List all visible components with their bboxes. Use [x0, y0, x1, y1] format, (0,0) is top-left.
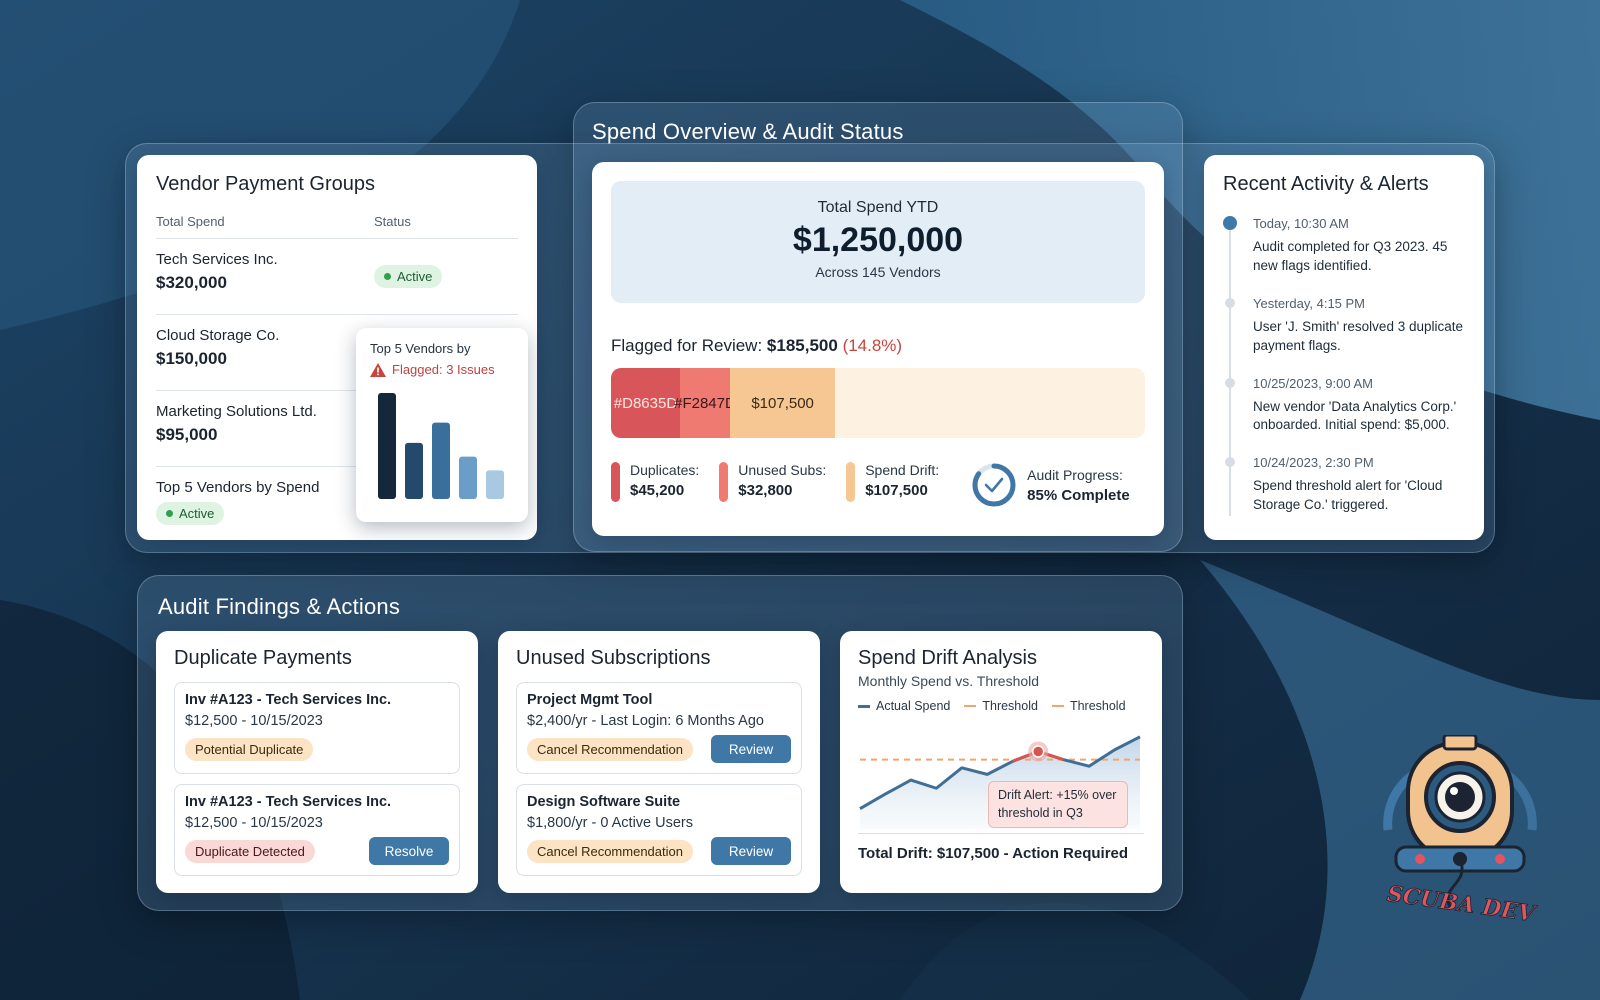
duplicates-title: Duplicate Payments: [174, 647, 352, 669]
vendor-name: Top 5 Vendors by Spend: [156, 479, 320, 496]
activity-item[interactable]: 10/25/2023, 9:00 AM New vendor 'Data Ana…: [1223, 376, 1465, 436]
duplicate-item[interactable]: Inv #A123 - Tech Services Inc. $12,500 -…: [174, 784, 460, 876]
spend-overview-title: Spend Overview & Audit Status: [592, 119, 904, 144]
vendor-row-cloud-storage[interactable]: Cloud Storage Co. $150,000: [156, 315, 518, 391]
timeline-line: [1229, 226, 1231, 516]
vendor-amount: $150,000: [156, 349, 227, 368]
findings-title: Audit Findings & Actions: [158, 594, 401, 619]
vendor-name: Cloud Storage Co.: [156, 327, 280, 344]
flagged-line: Flagged for Review: $185,500 (14.8%): [611, 336, 903, 355]
drift-total: Total Drift: $107,500 - Action Required: [858, 833, 1144, 862]
column-status: Status: [374, 214, 411, 229]
unused-title: Unused Subscriptions: [516, 647, 711, 669]
subscription-item[interactable]: Project Mgmt Tool $2,400/yr - Last Login…: [516, 682, 802, 774]
flagged-legend: Duplicates: $45,200 Unused Subs: $32,800 S…: [611, 462, 1145, 508]
duplicate-item[interactable]: Inv #A123 - Tech Services Inc. $12,500 -…: [174, 682, 460, 774]
review-button[interactable]: Review: [711, 735, 791, 763]
duplicate-detected-tag: Duplicate Detected: [185, 840, 315, 863]
legend-swatch: [611, 462, 620, 502]
vendor-amount: $95,000: [156, 425, 218, 444]
vendor-card-title: Vendor Payment Groups: [156, 173, 376, 195]
timeline-dot-icon: [1225, 297, 1235, 308]
potential-duplicate-tag: Potential Duplicate: [185, 738, 314, 761]
recent-activity-card: Recent Activity & Alerts Today, 10:30 AM…: [1204, 155, 1484, 540]
segment-duplicates[interactable]: #D8635D: [611, 368, 680, 438]
legend-actual: Actual Spend: [858, 699, 950, 713]
progress-ring-icon: [972, 463, 1016, 507]
status-dot-icon: [384, 273, 391, 280]
status-badge: Active: [156, 502, 225, 525]
logo-text: SCUBA DEV: [1385, 881, 1538, 925]
legend-threshold-dashed: Threshold: [1051, 699, 1126, 713]
vendor-name: Marketing Solutions Ltd.: [156, 403, 317, 420]
legend-unused: Unused Subs: $32,800: [719, 462, 826, 502]
mini-bar-3: [432, 422, 450, 499]
vendor-row-marketing-solutions[interactable]: Marketing Solutions Ltd. $95,000: [156, 391, 518, 467]
spend-drift-card: Spend Drift Analysis Monthly Spend vs. T…: [840, 631, 1162, 893]
status-badge: Active: [374, 265, 443, 288]
popup-flag: Flagged: 3 Issues: [370, 362, 514, 377]
top-vendors-popup[interactable]: Top 5 Vendors by Flagged: 3 Issues: [356, 328, 528, 522]
status-dot-icon: [166, 510, 173, 517]
vendor-table-header: Total Spend Status: [156, 214, 518, 239]
drift-legend: Actual Spend Threshold Threshold: [858, 699, 1144, 713]
timeline-dot-icon: [1225, 457, 1235, 468]
mini-bar-chart: [378, 393, 504, 499]
cancel-recommendation-tag: Cancel Recommendation: [527, 840, 693, 863]
drift-alert-tooltip: Drift Alert: +15% over threshold in Q3: [988, 781, 1128, 828]
vendor-row-top5[interactable]: Top 5 Vendors by Spend Active: [156, 467, 518, 543]
warning-icon: [370, 362, 386, 377]
legend-swatch: [719, 462, 729, 502]
vendor-name: Tech Services Inc.: [156, 251, 278, 268]
total-spend-box: Total Spend YTD $1,250,000 Across 145 Ve…: [611, 181, 1145, 303]
cancel-recommendation-tag: Cancel Recommendation: [527, 738, 693, 761]
mini-bar-4: [459, 456, 477, 499]
legend-duplicates: Duplicates: $45,200: [611, 462, 699, 502]
flagged-value: $185,500: [766, 336, 838, 355]
drift-subtitle: Monthly Spend vs. Threshold: [858, 673, 1040, 689]
drift-title: Spend Drift Analysis: [858, 647, 1037, 669]
mini-bar-1: [378, 393, 396, 499]
actual-spend-line: [859, 735, 1141, 810]
flagged-pct: (14.8%): [842, 336, 903, 355]
timeline-dot-icon: [1225, 377, 1235, 388]
activity-item[interactable]: 10/24/2023, 2:30 PM Spend threshold aler…: [1223, 455, 1465, 515]
total-spend-value: $1,250,000: [792, 221, 964, 259]
flagged-stack-bar: #D8635D #F2847D $107,500: [611, 368, 1145, 438]
legend-swatch: [846, 462, 856, 502]
drift-point[interactable]: [1031, 745, 1045, 758]
mini-bar-5: [486, 470, 504, 499]
segment-drift[interactable]: $107,500: [729, 368, 836, 438]
review-button[interactable]: Review: [711, 837, 791, 865]
subscription-item[interactable]: Design Software Suite $1,800/yr - 0 Acti…: [516, 784, 802, 876]
legend-threshold: Threshold: [964, 699, 1038, 713]
activity-timeline: Today, 10:30 AM Audit completed for Q3 2…: [1223, 216, 1465, 516]
audit-progress: Audit Progress: 85% Complete: [971, 462, 1130, 508]
scuba-dev-logo: SCUBA DEV: [1383, 735, 1539, 925]
vendor-row-tech-services[interactable]: Tech Services Inc. $320,000 Active: [156, 239, 518, 315]
unused-subscriptions-card: Unused Subscriptions Project Mgmt Tool $…: [498, 631, 820, 893]
duplicate-payments-card: Duplicate Payments Inv #A123 - Tech Serv…: [156, 631, 478, 893]
activity-title: Recent Activity & Alerts: [1223, 173, 1429, 195]
segment-unused[interactable]: #F2847D: [674, 368, 736, 438]
mini-bar-2: [405, 442, 423, 499]
column-total-spend: Total Spend: [156, 214, 225, 229]
spend-overview-card: Total Spend YTD $1,250,000 Across 145 Ve…: [592, 162, 1164, 536]
activity-item[interactable]: Yesterday, 4:15 PM User 'J. Smith' resol…: [1223, 296, 1465, 356]
resolve-button[interactable]: Resolve: [369, 837, 449, 865]
vendor-amount: $320,000: [156, 273, 227, 292]
legend-drift: Spend Drift: $107,500: [846, 462, 939, 502]
total-spend-label: Total Spend YTD: [817, 199, 939, 216]
popup-title: Top 5 Vendors by: [370, 341, 471, 356]
total-spend-sub: Across 145 Vendors: [815, 264, 941, 280]
activity-item[interactable]: Today, 10:30 AM Audit completed for Q3 2…: [1223, 216, 1465, 276]
timeline-dot-icon: [1223, 216, 1237, 230]
